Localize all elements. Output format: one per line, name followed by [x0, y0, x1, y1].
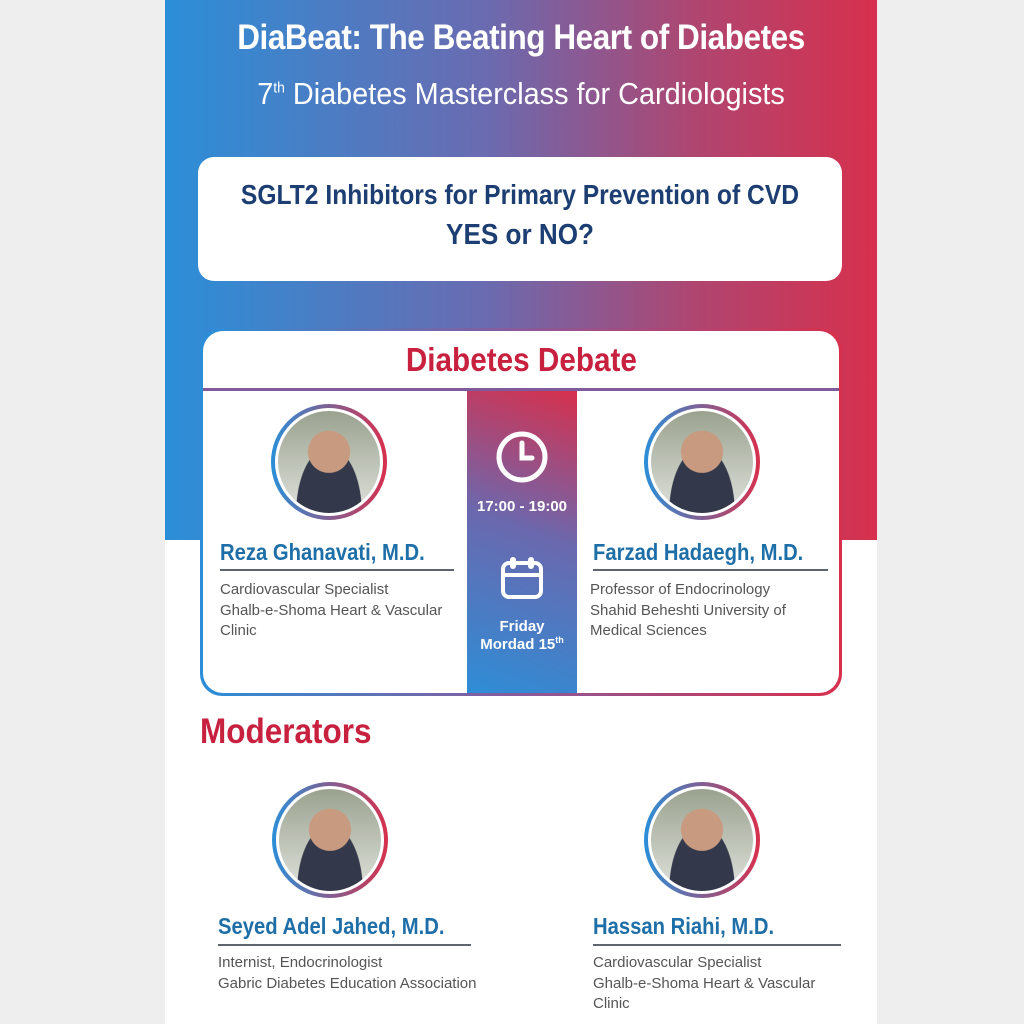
speaker-photo-ghanavati	[271, 404, 387, 520]
event-time: 17:00 - 19:00	[476, 498, 568, 515]
speaker-name: Farzad Hadaegh, M.D.	[593, 539, 804, 565]
clock-icon	[496, 431, 548, 483]
debate-card: Diabetes Debate 17:00 - 19:00 Friday Mor…	[200, 328, 842, 696]
moderators-heading: Moderators	[200, 712, 372, 751]
event-day: Friday	[499, 618, 545, 635]
edition-number: 7	[257, 76, 274, 111]
question-box: SGLT2 Inhibitors for Primary Prevention …	[198, 157, 842, 281]
event-date-text: Mordad 15	[480, 636, 556, 653]
moderator-name: Hassan Riahi, M.D.	[593, 913, 775, 939]
debate-heading: Diabetes Debate	[203, 331, 839, 391]
event-date: Mordad 15th	[467, 635, 577, 653]
moderator-name: Seyed Adel Jahed, M.D.	[218, 913, 445, 939]
schedule-column: 17:00 - 19:00 Friday Mordad 15th	[467, 391, 577, 693]
speaker-photo-hadaegh	[644, 404, 760, 520]
calendar-icon	[501, 557, 543, 599]
moderator-role: Internist, Endocrinologist Gabric Diabet…	[218, 954, 477, 992]
event-date-suffix: th	[555, 635, 564, 645]
divider	[593, 569, 828, 571]
moderator-photo-riahi	[644, 782, 760, 898]
divider	[218, 944, 471, 946]
moderator-role: Cardiovascular Specialist Ghalb-e-Shoma …	[593, 954, 816, 1012]
question-line-2: YES or NO?	[446, 219, 594, 251]
edition-suffix: th	[273, 79, 285, 97]
event-poster: DiaBeat: The Beating Heart of Diabetes 7…	[165, 0, 877, 1024]
divider	[593, 944, 841, 946]
moderator-photo-jahed	[272, 782, 388, 898]
speaker-name: Reza Ghanavati, M.D.	[220, 539, 425, 565]
poster-title: DiaBeat: The Beating Heart of Diabetes	[237, 18, 805, 57]
poster-subtitle: 7th Diabetes Masterclass for Cardiologis…	[190, 76, 852, 112]
subtitle-text: Diabetes Masterclass for Cardiologists	[284, 76, 785, 111]
speaker-role: Cardiovascular Specialist Ghalb-e-Shoma …	[220, 581, 443, 639]
debate-heading-text: Diabetes Debate	[405, 341, 637, 378]
speaker-role: Professor of Endocrinology Shahid Behesh…	[590, 581, 786, 639]
question-line-1: SGLT2 Inhibitors for Primary Prevention …	[240, 179, 800, 210]
divider	[220, 569, 454, 571]
